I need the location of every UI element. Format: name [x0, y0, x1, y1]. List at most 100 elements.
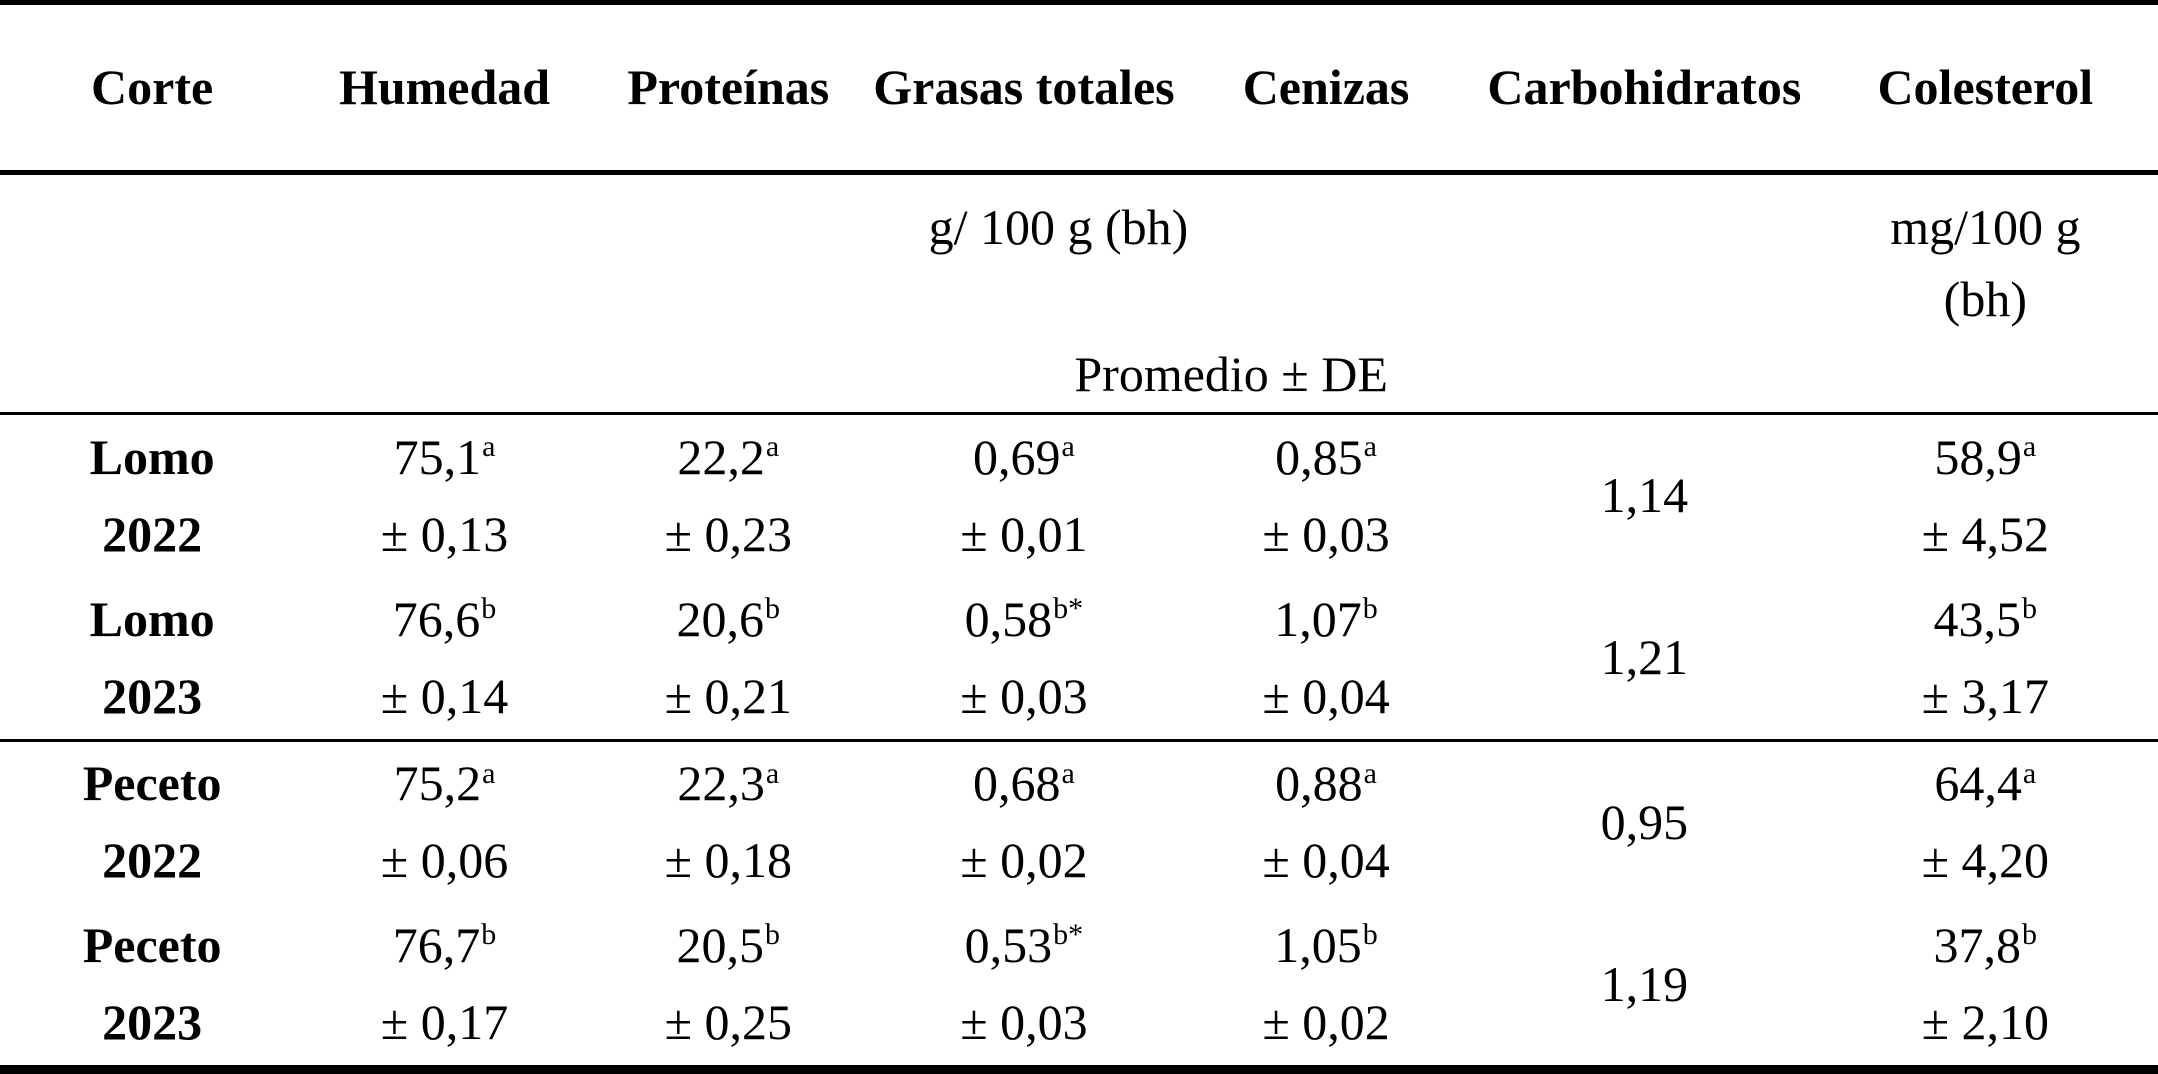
mean-value: 22,3a	[677, 755, 780, 812]
cell-cenizas: 1,07b ± 0,04	[1176, 577, 1476, 739]
cell-carbohidratos: 0,95	[1476, 742, 1813, 904]
col-header-carbohidratos: Carbohidratos	[1487, 59, 1802, 115]
cell-humedad: 76,6b ± 0,14	[304, 577, 585, 739]
superscript-letter: a	[765, 430, 780, 464]
sd-value: ± 0,23	[664, 505, 793, 562]
superscript-letter: b	[1362, 918, 1378, 952]
row-lomo-2022: Lomo 2022 75,1a ± 0,13 22,2a ± 0,23 0,69…	[0, 415, 2158, 577]
sd-value: ± 0,01	[960, 505, 1088, 562]
unit-milligrams: mg/100 g (bh)	[1813, 175, 2158, 335]
mean-value: 1,07b	[1274, 590, 1378, 647]
mean-value: 1,21	[1600, 629, 1689, 686]
sd-value: ± 0,03	[960, 994, 1088, 1051]
cell-cenizas: 0,85a ± 0,03	[1176, 415, 1476, 577]
superscript-letter: a	[1061, 756, 1075, 790]
sd-value: ± 2,10	[1921, 994, 2050, 1051]
units-spacer	[0, 175, 304, 335]
cell-colesterol: 64,4a ± 4,20	[1813, 742, 2158, 904]
mean-value: 0,95	[1600, 793, 1689, 850]
mean-value: 37,8b	[1933, 917, 2038, 974]
cell-corte: Peceto 2022	[0, 742, 304, 904]
year-label: 2023	[102, 667, 203, 724]
row-peceto-2022: Peceto 2022 75,2a ± 0,06 22,3a ± 0,18 0,…	[0, 742, 2158, 904]
cell-corte: Lomo 2023	[0, 577, 304, 739]
cut-label: Peceto	[82, 755, 222, 812]
col-header-cenizas: Cenizas	[1242, 59, 1410, 115]
sd-value: ± 0,02	[1262, 994, 1390, 1051]
superscript-letter: a	[765, 756, 780, 790]
sd-value: ± 3,17	[1921, 667, 2050, 724]
col-header-colesterol: Colesterol	[1877, 59, 2094, 115]
cut-label: Lomo	[89, 428, 215, 485]
col-header-humedad: Humedad	[338, 59, 551, 115]
cell-humedad: 75,2a ± 0,06	[304, 742, 585, 904]
cell-grasas: 0,68a ± 0,02	[872, 742, 1176, 904]
superscript-letter: b	[2022, 918, 2038, 952]
superscript-letter: a	[2022, 756, 2037, 790]
superscript-letter: a	[1363, 756, 1377, 790]
mean-value: 0,69a	[973, 428, 1075, 485]
cell-colesterol: 43,5b ± 3,17	[1813, 577, 2158, 739]
cell-proteinas: 20,6b ± 0,21	[585, 577, 872, 739]
mean-value: 75,1a	[393, 428, 496, 485]
sd-value: ± 0,14	[380, 667, 509, 724]
superscript-letter: a	[1363, 430, 1377, 464]
cell-carbohidratos: 1,21	[1476, 577, 1813, 739]
row-peceto-2023: Peceto 2023 76,7b ± 0,17 20,5b ± 0,25 0,…	[0, 903, 2158, 1065]
mean-value: 76,6b	[392, 590, 497, 647]
stat-label: Promedio ± DE	[1074, 345, 1388, 402]
superscript-letter: b	[1362, 591, 1378, 625]
cell-colesterol: 58,9a ± 4,52	[1813, 415, 2158, 577]
cell-proteinas: 22,2a ± 0,23	[585, 415, 872, 577]
header-row: Corte Humedad Proteínas Grasas totales C…	[0, 5, 2158, 175]
cell-carbohidratos: 1,14	[1476, 415, 1813, 577]
mean-value: 1,05b	[1274, 917, 1378, 974]
sd-value: ± 0,25	[664, 994, 793, 1051]
mean-value: 43,5b	[1933, 590, 2038, 647]
sd-value: ± 4,20	[1921, 832, 2050, 889]
mean-value: 0,85a	[1275, 428, 1377, 485]
superscript-letter: b	[2022, 591, 2038, 625]
sd-value: ± 0,03	[960, 667, 1088, 724]
mean-value: 0,88a	[1275, 755, 1377, 812]
year-label: 2022	[102, 505, 203, 562]
stat-row: Promedio ± DE	[0, 335, 2158, 415]
superscript-letter: b	[481, 918, 497, 952]
sd-value: ± 0,04	[1262, 667, 1390, 724]
row-lomo-2023: Lomo 2023 76,6b ± 0,14 20,6b ± 0,21 0,58…	[0, 577, 2158, 742]
cell-grasas: 0,58b* ± 0,03	[872, 577, 1176, 739]
mean-value: 1,14	[1600, 467, 1689, 524]
units-row: g/ 100 g (bh) mg/100 g (bh)	[0, 175, 2158, 335]
cell-proteinas: 20,5b ± 0,25	[585, 903, 872, 1065]
col-header-corte: Corte	[91, 59, 214, 115]
cell-proteinas: 22,3a ± 0,18	[585, 742, 872, 904]
cell-grasas: 0,69a ± 0,01	[872, 415, 1176, 577]
superscript-letter: a	[1061, 430, 1075, 464]
cell-grasas: 0,53b* ± 0,03	[872, 903, 1176, 1065]
cell-cenizas: 0,88a ± 0,04	[1176, 742, 1476, 904]
mean-value: 75,2a	[393, 755, 496, 812]
superscript-letter: b	[765, 918, 781, 952]
stat-spacer	[0, 335, 304, 412]
sd-value: ± 0,21	[664, 667, 793, 724]
cut-label: Peceto	[82, 917, 222, 974]
col-header-proteinas: Proteínas	[627, 59, 830, 115]
cut-label: Lomo	[89, 590, 215, 647]
unit-milligrams-line1: mg/100 g	[1890, 199, 2081, 255]
superscript-letter: a	[482, 756, 496, 790]
sd-value: ± 0,03	[1262, 505, 1390, 562]
mean-value: 0,53b*	[964, 917, 1084, 974]
year-label: 2022	[102, 832, 203, 889]
unit-grams: g/ 100 g (bh)	[928, 199, 1189, 255]
cell-cenizas: 1,05b ± 0,02	[1176, 903, 1476, 1065]
cell-corte: Lomo 2022	[0, 415, 304, 577]
cell-colesterol: 37,8b ± 2,10	[1813, 903, 2158, 1065]
mean-value: 20,6b	[676, 590, 781, 647]
superscript-letter: b*	[1053, 591, 1084, 625]
sd-value: ± 0,18	[664, 832, 793, 889]
cell-carbohidratos: 1,19	[1476, 903, 1813, 1065]
mean-value: 20,5b	[676, 917, 781, 974]
superscript-letter: b	[481, 591, 497, 625]
cell-corte: Peceto 2023	[0, 903, 304, 1065]
